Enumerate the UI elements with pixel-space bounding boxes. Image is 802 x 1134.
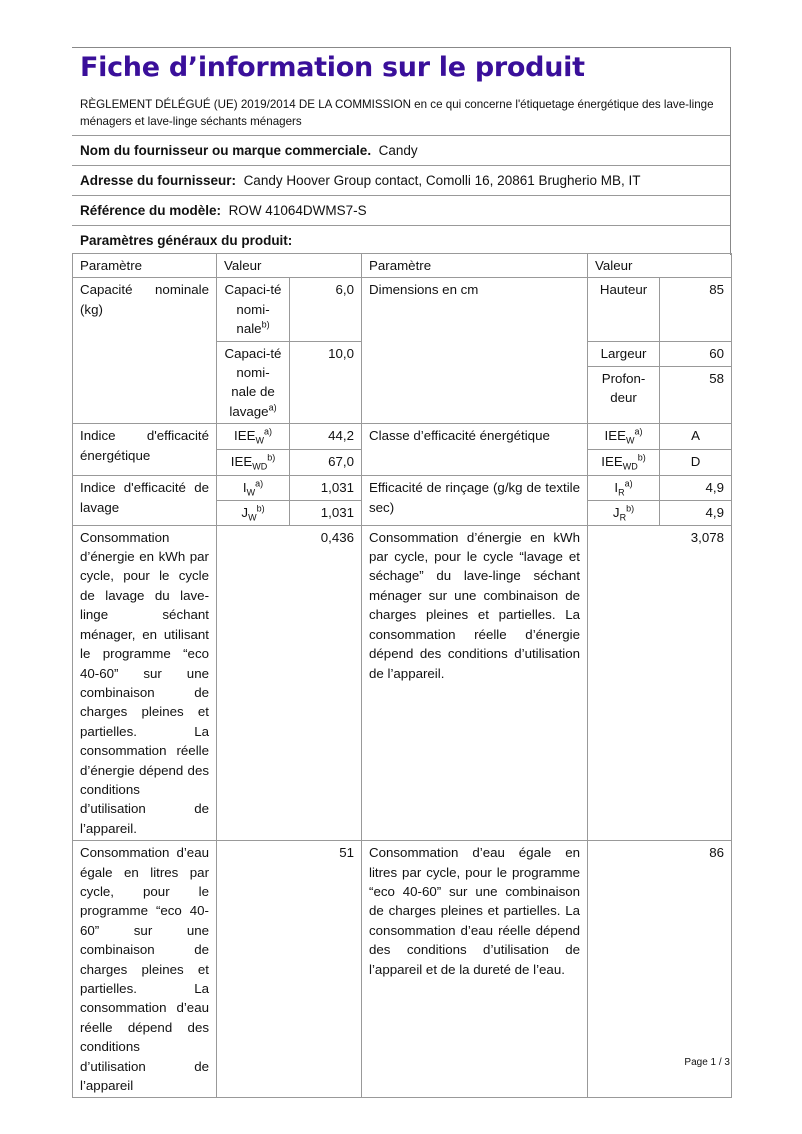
- water-wash-dry-label: Consommation d’eau égale en litres par c…: [361, 840, 589, 1099]
- address-row: Adresse du fournisseur: Candy Hoover Gro…: [72, 165, 730, 195]
- ir-label: IRa): [587, 475, 661, 502]
- page-number: Page 1 / 3: [684, 1057, 730, 1068]
- water-wash-label: Consommation d’eau égale en litres par c…: [72, 840, 217, 1099]
- iw-label: IWa): [216, 475, 290, 502]
- wash-capacity-sub-label: Capaci-té nomi-nale de lavagea): [216, 340, 290, 425]
- eei-label: Indice d'efficacité énergétique: [72, 423, 217, 477]
- general-params-row: Paramètres généraux du produit:: [72, 225, 730, 255]
- regulation-text: RÈGLEMENT DÉLÉGUÉ (UE) 2019/2014 DE LA C…: [80, 98, 714, 128]
- class-wd-value: D: [659, 449, 733, 477]
- class-wd-label: IEEWDb): [587, 449, 661, 477]
- energy-class-label: Classe d’efficacité énergétique: [361, 423, 589, 477]
- capacity-value: 6,0: [288, 277, 363, 342]
- parameters-table: Paramètre Valeur Paramètre Valeur Capaci…: [72, 252, 733, 1099]
- table-row: JWb) 1,031 JRb) 4,9: [73, 500, 733, 526]
- depth-value: 58: [659, 365, 733, 425]
- address-value: Candy Hoover Group contact, Comolli 16, …: [243, 173, 641, 188]
- model-row: Référence du modèle: ROW 41064DWMS7-S: [72, 195, 730, 225]
- eeiw-value: 44,2: [288, 423, 363, 451]
- supplier-value: Candy: [378, 143, 418, 158]
- sheet-header: Fiche d’information sur le produit RÈGLE…: [72, 47, 731, 255]
- ir-value: 4,9: [659, 475, 733, 502]
- model-label: Référence du modèle:: [80, 203, 222, 218]
- class-w-label: IEEWa): [587, 423, 661, 451]
- table-row: Capacité nominale (kg) Capaci-té nomi-na…: [72, 277, 733, 425]
- eeiwd-value: 67,0: [288, 449, 363, 477]
- general-params-label: Paramètres généraux du produit:: [80, 233, 293, 248]
- depth-label: Profon-deur: [587, 365, 661, 425]
- eeiwd-label: IEEWDb): [216, 449, 290, 477]
- energy-wash-dry-value: 3,078: [587, 524, 733, 842]
- class-w-value: A: [659, 423, 733, 451]
- header-param: Paramètre: [72, 252, 217, 279]
- energy-wash-value: 0,436: [215, 524, 363, 842]
- capacity-sub-label: Capaci-té nomi-naleb): [216, 277, 290, 342]
- table-row: Indice d'efficacité énergétique IEEWa) 4…: [72, 423, 733, 477]
- header-param: Paramètre: [361, 252, 589, 279]
- page-title: Fiche d’information sur le produit: [80, 52, 585, 83]
- rinse-label: Efficacité de rinçage (g/kg de textile s…: [361, 475, 589, 526]
- height-label: Hauteur: [587, 277, 661, 342]
- supplier-label: Nom du fournisseur ou marque commerciale…: [80, 143, 372, 158]
- address-label: Adresse du fournisseur:: [80, 173, 237, 188]
- table-row: Consommation d’énergie en kWh par cycle,…: [72, 524, 733, 842]
- wash-capacity-value: 10,0: [288, 340, 363, 425]
- water-wash-value: 51: [215, 840, 363, 1099]
- table-row: Consommation d’eau égale en litres par c…: [72, 840, 733, 1099]
- jw-label: JWb): [216, 500, 290, 526]
- supplier-row: Nom du fournisseur ou marque commerciale…: [72, 135, 730, 165]
- energy-wash-label: Consommation d’énergie en kWh par cycle,…: [72, 524, 217, 842]
- energy-wash-dry-label: Consommation d’énergie en kWh par cycle,…: [361, 524, 589, 842]
- capacity-label: Capacité nominale (kg): [72, 277, 217, 425]
- jr-value: 4,9: [659, 500, 733, 526]
- width-value: 60: [659, 340, 733, 367]
- iw-value: 1,031: [288, 475, 363, 502]
- height-value: 85: [659, 277, 733, 342]
- table-row: Indice d'efficacité de lavage IWa) 1,031…: [72, 475, 733, 526]
- jw-value: 1,031: [288, 500, 363, 526]
- jr-label: JRb): [587, 500, 661, 526]
- water-wash-dry-value: 86: [587, 840, 733, 1099]
- eeiw-label: IEEWa): [216, 423, 290, 451]
- model-value: ROW 41064DWMS7-S: [228, 203, 367, 218]
- table-header-row: Paramètre Valeur Paramètre Valeur: [72, 252, 733, 279]
- width-label: Largeur: [587, 340, 661, 367]
- wash-efficiency-label: Indice d'efficacité de lavage: [72, 475, 217, 526]
- header-value: Valeur: [587, 252, 733, 279]
- header-value: Valeur: [215, 252, 363, 279]
- table-row: Capaci-té nomi-nale de lavagea) 10,0 Lar…: [73, 340, 733, 425]
- dimensions-label: Dimensions en cm: [361, 277, 589, 425]
